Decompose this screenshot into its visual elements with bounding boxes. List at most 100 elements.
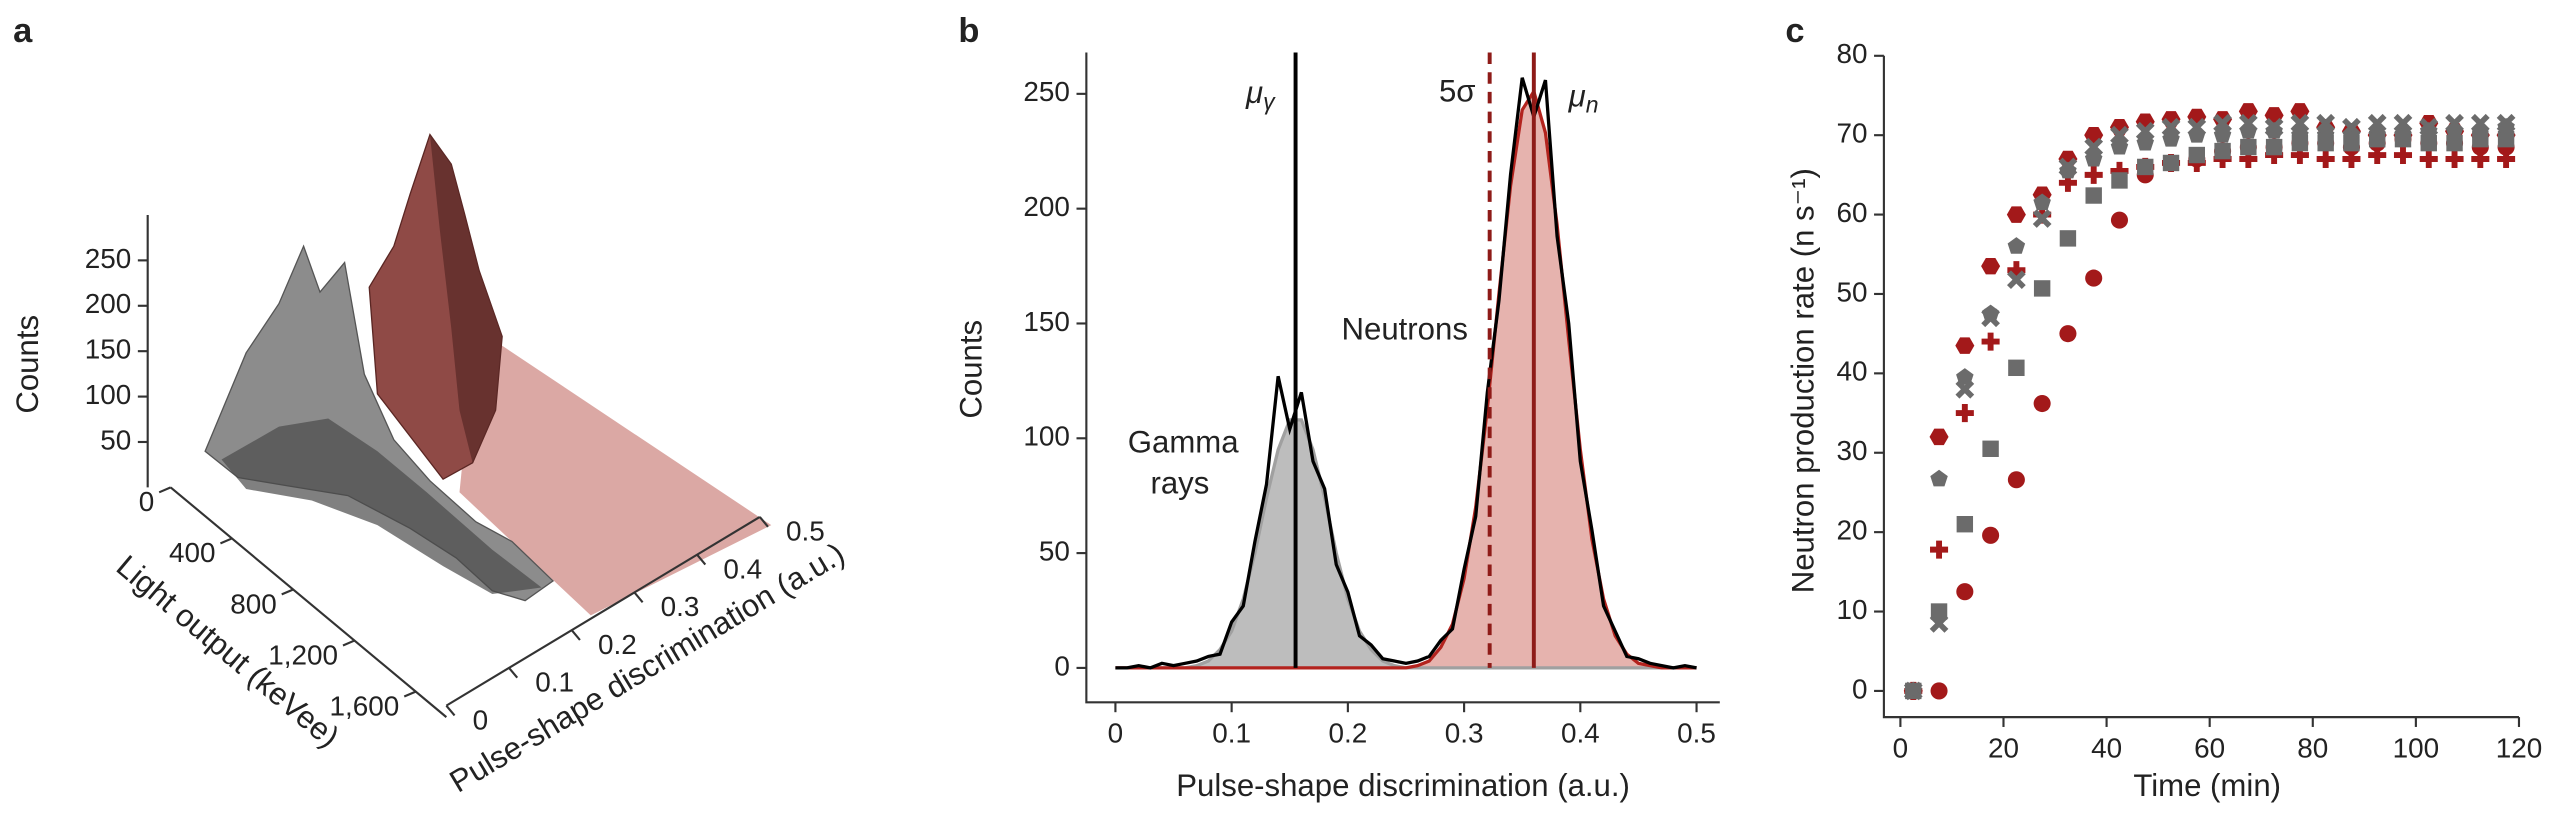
x-tick-label: 120: [2496, 732, 2543, 763]
marker-shape: [1956, 583, 1974, 601]
marker-shape: [2110, 211, 2129, 229]
marker: [2085, 269, 2103, 287]
marker: [2137, 158, 2154, 176]
annotation-text: rays: [1150, 466, 1209, 501]
surface-sheet: [459, 328, 772, 616]
marker-shape: [2316, 113, 2336, 133]
y-tick-label: 20: [1836, 515, 1867, 546]
marker: [2187, 117, 2207, 137]
marker: [2033, 280, 2051, 297]
marker: [2162, 154, 2180, 172]
marker: [2161, 117, 2181, 137]
marker-shape: [2135, 121, 2155, 141]
y-tick-label: 0: [1852, 673, 1868, 704]
marker: [2393, 146, 2413, 165]
marker: [2393, 113, 2413, 133]
marker: [2007, 237, 2026, 254]
marker-shape: [2264, 117, 2284, 137]
marker: [2342, 117, 2361, 137]
marker-shape: [2290, 113, 2310, 133]
tick-mark: [158, 486, 172, 494]
marker: [1956, 516, 1974, 533]
y-axis-label: Counts: [953, 320, 988, 419]
marker-shape: [2240, 138, 2257, 156]
marker: [2213, 113, 2232, 133]
annotation-text: μ: [1568, 79, 1586, 114]
marker-shape: [2496, 113, 2516, 133]
marker-shape: [1903, 681, 1923, 701]
marker-shape: [2084, 137, 2104, 157]
surface: [204, 133, 772, 616]
marker-shape: [2419, 149, 2438, 169]
annotation-text: 5σ: [1439, 74, 1476, 109]
z-tick-label: 200: [85, 288, 132, 319]
marker-shape: [2006, 206, 2026, 223]
annotation-subscript: n: [1586, 92, 1599, 118]
x-tick-label: 0.5: [1677, 718, 1716, 749]
marker-shape: [2007, 237, 2026, 254]
marker: [2471, 149, 2490, 169]
x-tick-label: 80: [2297, 732, 2328, 763]
marker-shape: [2497, 130, 2515, 148]
tick-mark: [508, 667, 519, 679]
marker-shape: [2187, 117, 2207, 137]
y-tick-label: 0: [1054, 650, 1070, 681]
marker-shape: [1929, 428, 1949, 446]
marker-shape: [2342, 149, 2361, 169]
marker: [2264, 117, 2284, 137]
marker: [2238, 113, 2258, 133]
marker-shape: [1982, 440, 1999, 457]
marker-shape: [2497, 149, 2516, 169]
marker: [2032, 209, 2052, 228]
marker-shape: [2084, 165, 2103, 184]
y-tick-label: 40: [1836, 356, 1867, 387]
marker: [2084, 137, 2104, 157]
marker-shape: [1956, 368, 1974, 385]
marker: [2368, 146, 2387, 165]
z-tick-label: 50: [100, 424, 131, 455]
x-tick-label: 0: [473, 704, 489, 735]
marker: [1929, 428, 1949, 446]
marker-shape: [2059, 230, 2077, 247]
y-tick-label: 10: [1836, 594, 1867, 625]
marker: [1956, 583, 1974, 601]
marker-shape: [2033, 193, 2051, 211]
line: [1115, 87, 1697, 670]
marker: [2085, 187, 2102, 204]
marker-shape: [2420, 134, 2437, 152]
axis-line: [169, 486, 448, 718]
marker-shape: [2085, 269, 2103, 287]
y-tick-label: 150: [1023, 306, 1070, 337]
marker: [2058, 157, 2078, 177]
marker-shape: [2033, 280, 2051, 297]
x-tick-label: 0.1: [1212, 718, 1251, 749]
marker: [2316, 149, 2335, 169]
marker: [1981, 308, 2000, 328]
marker: [2265, 138, 2283, 156]
marker: [2006, 206, 2026, 223]
tick-mark: [696, 553, 707, 566]
annotation-text: Neutrons: [1342, 312, 1468, 347]
marker: [2033, 193, 2051, 211]
tick-mark: [220, 537, 233, 545]
marker: [2420, 134, 2437, 152]
y-tick-label: 200: [1023, 191, 1070, 222]
area: [1115, 419, 1697, 668]
marker-shape: [1981, 332, 2000, 351]
y-tick-label: 80: [1836, 38, 1867, 69]
y-tick-label: 0: [139, 486, 155, 517]
x-tick-label: 20: [1988, 732, 2019, 763]
marker-shape: [1929, 614, 1949, 633]
marker-shape: [2162, 154, 2180, 172]
marker: [2110, 125, 2129, 145]
annotation: 5σ: [1439, 74, 1476, 109]
x-tick-label: 0.5: [786, 516, 825, 547]
marker-shape: [2033, 394, 2051, 413]
marker: [2290, 113, 2310, 133]
marker-shape: [2393, 146, 2413, 165]
tick-mark: [570, 629, 581, 641]
panel-label: c: [1785, 12, 1804, 50]
marker-shape: [1955, 337, 1975, 354]
marker: [2446, 134, 2463, 152]
marker-shape: [2368, 146, 2387, 165]
